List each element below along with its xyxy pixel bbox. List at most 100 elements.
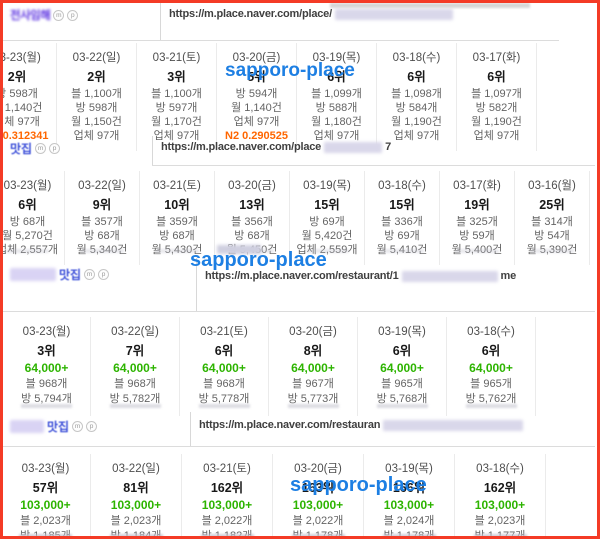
rank-day-column: 03-23(월) 3위 64,000+ 블 968개 방 5,794개 — [3, 317, 91, 416]
visitor-review-count: 64,000+ — [24, 361, 69, 375]
metric-value: 방 54개 — [534, 230, 570, 242]
visitor-review-count: 103,000+ — [474, 498, 526, 512]
rank-value: 5위 — [247, 70, 266, 84]
date-label: 03-17(화) — [472, 52, 521, 64]
metric-value: 월 1,180건 — [311, 116, 362, 128]
place-url-suffix: me — [500, 270, 517, 282]
metric-value: 방 582개 — [475, 102, 518, 114]
rank-value: 3위 — [167, 70, 186, 84]
metric-value: 방 594개 — [235, 88, 278, 100]
rank-day-column: 03-19(목) 15위 방 69개 월 5,420건 업체 2,559개 — [290, 171, 365, 265]
n2-score-value: N2 0.290525 — [225, 130, 288, 142]
section-keyword-label: 맛집 — [47, 420, 70, 434]
header-divider — [196, 258, 197, 311]
header-underline — [3, 311, 595, 312]
p-badge-icon[interactable]: p — [67, 9, 79, 21]
rank-day-column: 03-18(수) 15위 블 336개 방 69개 월 5,410건 — [365, 171, 440, 265]
place-url[interactable]: https://m.place.naver.com/restaurant/1 — [205, 270, 399, 282]
date-label: 03-16(월) — [528, 180, 576, 192]
metric-value: 월 1,140건 — [3, 102, 43, 114]
p-badge-icon[interactable]: p — [86, 421, 98, 432]
censored-url-blob — [324, 141, 383, 153]
metric-value: 블 325개 — [456, 216, 498, 228]
place-url[interactable]: https://m.place.naver.com/restauran — [199, 419, 381, 431]
metric-value: 블 1,100개 — [71, 88, 122, 100]
metric-value: 업체 97개 — [3, 116, 40, 128]
date-label: 03-23(월) — [0, 52, 41, 64]
header-underline — [3, 40, 559, 41]
m-badge-icon[interactable]: m — [84, 269, 96, 280]
date-label: 03-19(목) — [385, 463, 433, 475]
rank-value: 10위 — [164, 198, 190, 212]
metric-value: 월 1,150건 — [71, 116, 122, 128]
cropped-text-remnant — [3, 534, 546, 536]
metric-value: 블 2,023개 — [110, 514, 162, 527]
rank-value: 8위 — [303, 344, 323, 358]
metric-value: 월 1,140건 — [231, 102, 282, 114]
censored-url-blob — [383, 419, 524, 431]
rank-value: 15위 — [314, 198, 340, 212]
rank-day-column: 03-21(토) 162위 103,000+ 블 2,022개 방 1,182개 — [182, 454, 273, 536]
p-badge-icon[interactable]: p — [49, 143, 61, 154]
ranking-section-2: 맛집 m p https://m.place.naver.com/place 7… — [3, 136, 597, 265]
n2-score-value: N2 0.312341 — [2, 130, 49, 142]
visitor-review-count: 64,000+ — [202, 361, 246, 375]
rank-value: 81위 — [123, 481, 149, 495]
keyword-label-group: 맛집 m p — [10, 418, 98, 435]
date-label: 03-20(금) — [232, 52, 281, 64]
metric-value: 업체 97개 — [473, 130, 520, 142]
rank-value: 6위 — [18, 198, 37, 212]
daily-rank-row: 03-23(월) 3위 64,000+ 블 968개 방 5,794개 03-22(일) 7… — [3, 317, 536, 416]
date-label: 03-22(일) — [72, 52, 121, 64]
daily-rank-row: 03-23(월) 57위 103,000+ 블 2,023개 방 1,185개 03-22… — [3, 454, 546, 539]
rank-value: 163위 — [301, 481, 335, 495]
censored-label-blob — [10, 420, 44, 433]
rank-value: 6위 — [407, 70, 426, 84]
visitor-review-count: 103,000+ — [20, 498, 71, 512]
metric-value: 블 357개 — [81, 216, 123, 228]
metric-value: 방 69개 — [384, 230, 420, 242]
place-url[interactable]: https://m.place.naver.com/place — [161, 141, 322, 153]
metric-value: 블 1,098개 — [391, 88, 442, 100]
metric-value: 방 1,185개 — [20, 530, 71, 539]
ranking-section-4: 맛집 m p https://m.place.naver.com/restaur… — [3, 412, 597, 539]
metric-value: 월 1,190건 — [471, 116, 522, 128]
visitor-review-count: 103,000+ — [383, 498, 435, 512]
metric-value: 월 1,190건 — [391, 116, 442, 128]
metric-value: 블 967개 — [292, 377, 334, 390]
cropped-content-remnant — [330, 3, 530, 8]
visitor-review-count: 64,000+ — [469, 361, 513, 375]
header-underline — [152, 165, 595, 166]
metric-value: 업체 97개 — [153, 130, 200, 142]
censored-label-blob — [10, 268, 56, 281]
m-badge-icon[interactable]: m — [53, 9, 65, 21]
rank-day-column: 03-22(일) 9위 블 357개 방 68개 월 5,340건 — [65, 171, 140, 265]
metric-value: 블 314개 — [531, 216, 573, 228]
censored-blob — [217, 245, 261, 254]
rank-day-column: 03-20(금) 163위 103,000+ 블 2,022개 방 1,178개 — [273, 454, 364, 536]
m-badge-icon[interactable]: m — [72, 421, 84, 432]
date-label: 03-23(월) — [3, 180, 52, 192]
metric-value: 블 965개 — [381, 377, 423, 390]
metric-value: 블 1,100개 — [151, 88, 202, 100]
place-url[interactable]: https://m.place.naver.com/place/ — [169, 8, 332, 20]
date-label: 03-18(수) — [467, 326, 515, 338]
rank-day-column: 03-21(토) 3위 블 1,100개 방 597개 월 1,170건 업체 97개 — [137, 43, 217, 151]
metric-value: 월 5,420건 — [301, 230, 353, 242]
rank-value: 13위 — [239, 198, 265, 212]
m-badge-icon[interactable]: m — [35, 143, 47, 154]
date-label: 03-18(수) — [392, 52, 441, 64]
metric-value: 방 68개 — [234, 230, 270, 242]
metric-value: 업체 97개 — [393, 130, 440, 142]
watermark-text: sapporo-place — [190, 249, 327, 271]
metric-value: 업체 97개 — [313, 130, 360, 142]
metric-value: 업체 97개 — [233, 116, 280, 128]
metric-value: 방 1,184개 — [110, 530, 162, 539]
p-badge-icon[interactable]: p — [98, 269, 110, 280]
rank-value: 2위 — [7, 70, 27, 84]
metric-value: 방 1,177개 — [474, 530, 526, 539]
metric-value: 블 2,023개 — [20, 514, 71, 527]
date-label: 03-23(월) — [21, 463, 70, 475]
visitor-review-count: 103,000+ — [292, 498, 344, 512]
